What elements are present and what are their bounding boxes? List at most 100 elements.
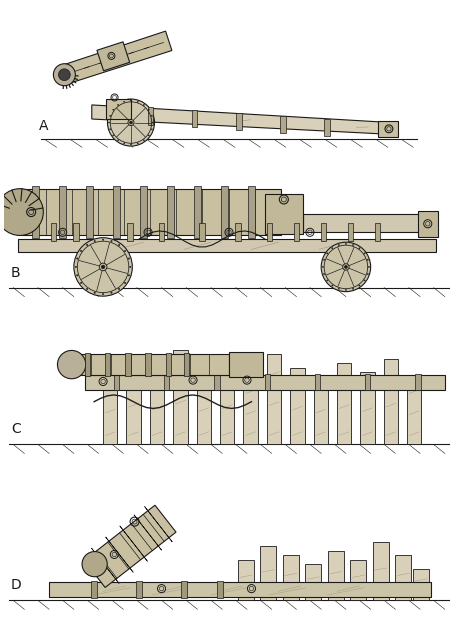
Bar — [267, 354, 281, 444]
Circle shape — [137, 142, 138, 144]
Circle shape — [125, 250, 126, 252]
Bar — [85, 353, 90, 376]
Circle shape — [94, 241, 95, 242]
Bar — [324, 119, 330, 136]
Circle shape — [118, 288, 120, 289]
Bar — [114, 186, 120, 238]
Circle shape — [338, 244, 339, 246]
Bar — [199, 223, 205, 241]
Bar — [375, 223, 380, 241]
Circle shape — [80, 282, 82, 284]
Circle shape — [0, 189, 44, 236]
Bar — [418, 211, 438, 237]
Bar — [73, 223, 79, 241]
Circle shape — [75, 266, 76, 268]
Bar — [414, 569, 429, 601]
Bar — [314, 377, 328, 444]
Circle shape — [359, 248, 360, 249]
Circle shape — [148, 135, 149, 136]
Circle shape — [151, 115, 153, 116]
Circle shape — [128, 258, 130, 259]
Circle shape — [87, 244, 88, 246]
Bar — [173, 350, 188, 444]
Bar — [87, 186, 93, 238]
Circle shape — [130, 266, 131, 268]
Bar — [164, 374, 169, 391]
Circle shape — [345, 289, 347, 291]
Bar — [229, 352, 263, 377]
Circle shape — [128, 274, 130, 276]
Bar — [126, 359, 141, 444]
Circle shape — [327, 253, 328, 254]
Text: C: C — [11, 422, 21, 436]
Circle shape — [82, 551, 107, 577]
Polygon shape — [92, 548, 119, 584]
Bar — [181, 581, 187, 598]
Circle shape — [94, 292, 95, 294]
Bar — [217, 581, 223, 598]
Circle shape — [108, 99, 154, 146]
Bar — [290, 368, 305, 444]
Bar — [167, 186, 174, 238]
Bar — [248, 186, 255, 238]
Bar — [184, 353, 189, 376]
Polygon shape — [120, 526, 147, 561]
Circle shape — [130, 121, 132, 124]
Polygon shape — [92, 105, 398, 135]
Bar — [125, 353, 131, 376]
Bar — [348, 223, 353, 241]
Bar — [166, 353, 171, 376]
Bar — [220, 364, 234, 444]
Circle shape — [367, 259, 368, 261]
Circle shape — [323, 259, 325, 261]
Bar — [159, 223, 164, 241]
Circle shape — [364, 280, 365, 281]
Circle shape — [76, 274, 78, 276]
Bar — [261, 546, 276, 601]
Polygon shape — [134, 515, 162, 550]
Circle shape — [367, 273, 368, 274]
Circle shape — [101, 265, 105, 269]
Bar — [60, 186, 66, 238]
Circle shape — [137, 101, 138, 102]
Circle shape — [343, 264, 349, 270]
Circle shape — [124, 101, 125, 102]
Bar — [415, 374, 420, 391]
Bar — [373, 542, 389, 601]
Bar — [236, 113, 241, 131]
Circle shape — [359, 285, 360, 286]
Bar — [294, 223, 299, 241]
Bar — [20, 189, 281, 236]
Bar — [49, 582, 431, 597]
Bar — [141, 186, 147, 238]
Circle shape — [54, 64, 75, 86]
Bar — [350, 560, 366, 601]
Circle shape — [143, 104, 144, 106]
Circle shape — [99, 263, 107, 271]
Bar — [384, 359, 398, 444]
Polygon shape — [65, 31, 172, 85]
Circle shape — [113, 135, 114, 136]
Bar — [214, 374, 220, 391]
Circle shape — [151, 129, 153, 130]
Circle shape — [109, 129, 111, 130]
Bar — [280, 116, 286, 133]
Bar — [221, 186, 228, 238]
Bar — [265, 194, 303, 234]
Bar — [378, 121, 398, 137]
Circle shape — [321, 242, 371, 292]
Circle shape — [338, 288, 339, 289]
Bar — [407, 381, 421, 444]
Bar — [196, 372, 211, 444]
Circle shape — [332, 248, 333, 249]
Circle shape — [345, 243, 347, 244]
Bar — [51, 223, 56, 241]
Circle shape — [76, 258, 78, 259]
Bar — [235, 223, 241, 241]
Circle shape — [352, 244, 354, 246]
Bar — [321, 223, 326, 241]
Circle shape — [118, 244, 120, 246]
Polygon shape — [84, 505, 176, 588]
Text: B: B — [11, 266, 21, 280]
Bar — [395, 556, 411, 601]
